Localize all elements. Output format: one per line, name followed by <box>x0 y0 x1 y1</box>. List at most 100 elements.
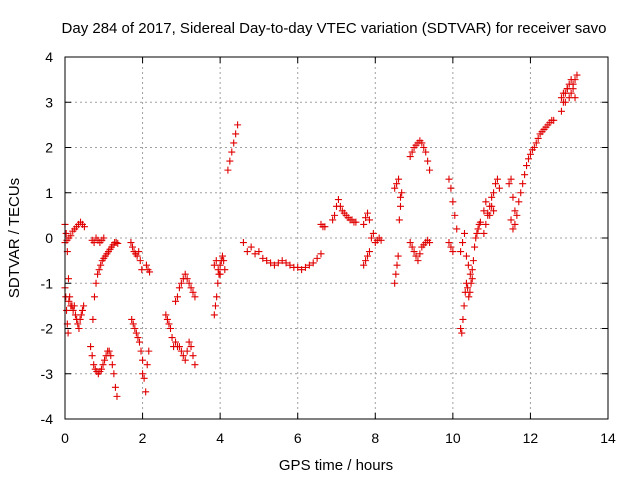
series-arc-w <box>391 175 404 201</box>
data-point <box>571 76 579 84</box>
x-tick-label: 2 <box>139 430 147 446</box>
data-point <box>105 347 113 355</box>
data-point <box>278 257 286 265</box>
data-point <box>177 279 185 287</box>
data-point <box>263 257 271 265</box>
y-tick-label: 1 <box>45 185 53 201</box>
series-arc-c <box>61 284 73 337</box>
data-point <box>181 356 189 364</box>
data-point <box>457 325 465 332</box>
data-point <box>480 207 488 215</box>
data-point <box>187 284 195 292</box>
data-point <box>94 270 102 278</box>
series-arc-d <box>87 343 121 400</box>
data-point <box>334 196 342 204</box>
y-tick-label: -3 <box>41 366 54 382</box>
data-point <box>179 352 187 360</box>
series-arc-ac <box>457 229 476 283</box>
data-point <box>465 293 473 301</box>
data-point <box>573 71 581 79</box>
data-point <box>362 214 370 222</box>
x-tick-labels: 0 2 4 6 8 10 12 14 <box>61 430 616 446</box>
data-point <box>393 261 401 269</box>
data-point <box>449 248 457 256</box>
series-arc-j <box>142 261 154 276</box>
data-point <box>395 175 403 183</box>
data-point <box>364 252 372 260</box>
data-point <box>313 254 321 262</box>
data-point <box>74 320 82 328</box>
data-point <box>189 352 197 360</box>
data-point <box>517 189 525 197</box>
data-point <box>467 279 475 287</box>
data-point <box>90 361 98 369</box>
data-point <box>414 257 422 265</box>
data-point <box>77 311 85 319</box>
data-point <box>234 121 242 129</box>
data-point <box>294 263 302 271</box>
data-point <box>220 257 228 265</box>
data-point <box>468 266 476 274</box>
data-point <box>128 315 136 323</box>
data-point <box>92 279 100 287</box>
data-point <box>140 374 148 382</box>
data-point <box>459 239 467 247</box>
data-point <box>488 202 496 210</box>
data-point <box>111 383 119 391</box>
data-point <box>163 315 171 323</box>
data-point <box>395 216 403 224</box>
data-point <box>138 266 146 274</box>
data-point <box>469 257 477 265</box>
data-point <box>239 239 247 247</box>
series-arc-g <box>127 239 146 274</box>
data-point <box>453 225 461 233</box>
data-point <box>97 365 105 373</box>
series-arc-t <box>360 229 385 269</box>
data-point <box>172 297 180 305</box>
grid <box>65 57 608 419</box>
data-point <box>146 268 154 276</box>
data-point <box>459 315 467 323</box>
data-point <box>457 248 465 256</box>
x-tick-label: 4 <box>216 430 224 446</box>
data-point <box>394 252 402 260</box>
data-point <box>211 302 219 310</box>
data-point <box>364 209 372 217</box>
data-point <box>185 338 193 346</box>
data-point <box>398 189 406 197</box>
data-point <box>408 148 416 156</box>
data-point <box>274 259 282 267</box>
y-axis-label: SDTVAR / TECUs <box>6 178 23 298</box>
data-point <box>472 234 480 242</box>
data-point <box>396 202 404 210</box>
data-point <box>65 297 73 305</box>
x-tick-label: 0 <box>61 430 69 446</box>
data-point <box>360 261 368 269</box>
data-point <box>97 261 105 269</box>
data-point <box>466 270 474 278</box>
data-point <box>282 259 290 267</box>
y-tick-label: 0 <box>45 230 53 246</box>
data-point <box>113 392 121 400</box>
data-point <box>166 325 174 332</box>
data-point <box>135 248 143 256</box>
x-tick-label: 14 <box>600 430 616 446</box>
data-point <box>571 94 579 102</box>
data-point <box>493 175 501 183</box>
data-point <box>189 288 197 296</box>
data-point <box>550 116 558 124</box>
data-point <box>137 347 145 355</box>
data-point <box>468 275 476 283</box>
data-point <box>331 211 339 219</box>
data-point <box>99 361 107 369</box>
series-arc-y <box>406 236 434 265</box>
series-arc-a <box>61 220 88 332</box>
x-tick-label: 10 <box>445 430 461 446</box>
data-point <box>136 257 144 265</box>
chart-title: Day 284 of 2017, Sidereal Day-to-day VTE… <box>62 20 607 37</box>
data-point <box>369 229 377 237</box>
data-point <box>474 225 482 233</box>
data-point <box>507 216 515 224</box>
data-point <box>183 275 191 283</box>
